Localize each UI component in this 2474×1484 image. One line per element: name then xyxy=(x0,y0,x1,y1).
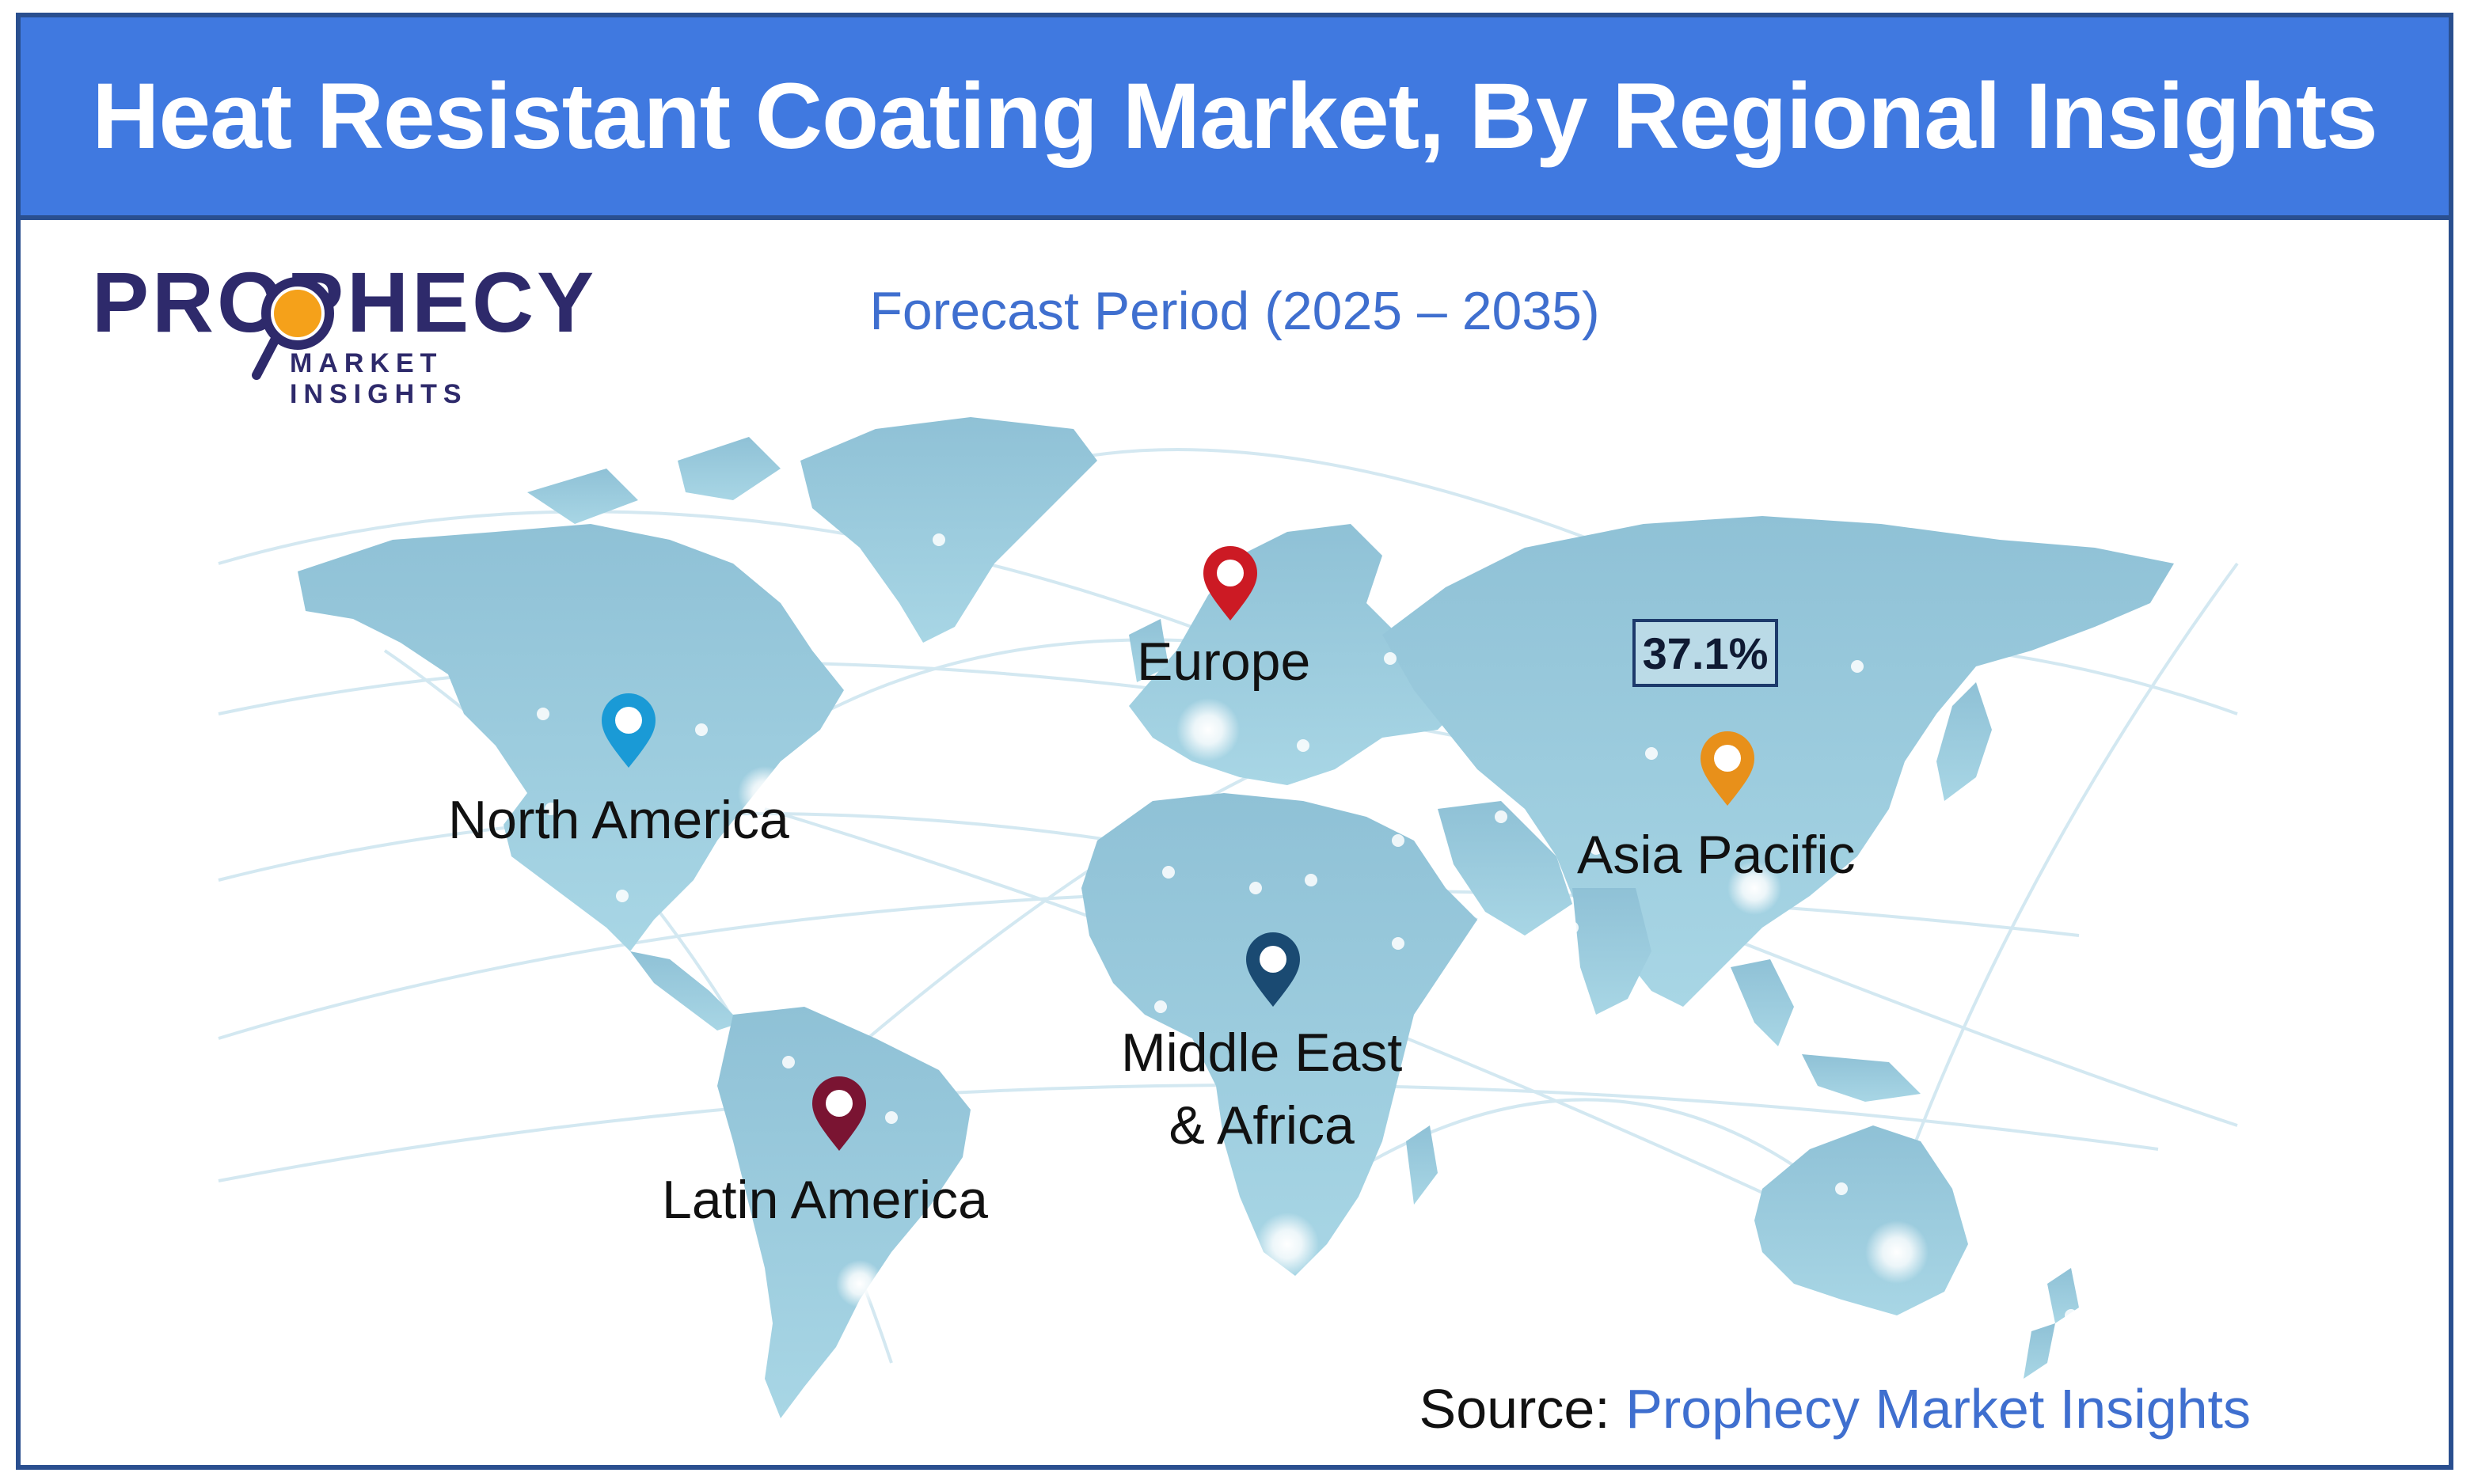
city-dots xyxy=(378,533,2077,1322)
source-credit: Source: Prophecy Market Insights xyxy=(1419,1377,2252,1440)
city-glows xyxy=(738,698,1929,1308)
header-bar: Heat Resistant Coating Market, By Region… xyxy=(21,17,2449,220)
world-map xyxy=(218,417,2239,1418)
logo-wordmark: PROPHECY xyxy=(92,254,598,350)
region-label-middle-east-africa: Middle East & Africa xyxy=(1121,1023,1403,1156)
region-label-latin-america: Latin America xyxy=(662,1170,988,1230)
brand-logo: PROPHECY MARKET INSIGHTS xyxy=(92,254,630,410)
region-label-north-america: North America xyxy=(448,790,789,850)
source-name: Prophecy Market Insights xyxy=(1625,1378,2251,1440)
forecast-period: Forecast Period (2025 – 2035) xyxy=(869,281,1600,341)
pin-europe-icon xyxy=(1203,546,1257,621)
logo-tagline: MARKET INSIGHTS xyxy=(290,348,468,409)
region-label-europe: Europe xyxy=(1137,632,1311,692)
region-label-asia-pacific: Asia Pacific xyxy=(1577,825,1856,885)
source-label: Source: xyxy=(1419,1378,1610,1440)
share-value: 37.1% xyxy=(1642,628,1769,678)
pin-north-america-icon xyxy=(602,693,656,768)
magnifier-icon xyxy=(252,277,334,380)
pin-middle-east-africa-icon xyxy=(1246,932,1300,1007)
pin-latin-america-icon xyxy=(812,1076,866,1151)
continents xyxy=(298,417,2174,1418)
infographic-frame: Heat Resistant Coating Market, By Region… xyxy=(16,13,2453,1470)
pin-asia-pacific-icon xyxy=(1701,731,1754,806)
page-title: Heat Resistant Coating Market, By Region… xyxy=(92,64,2377,169)
asia-pacific-share-badge: 37.1% xyxy=(1632,619,1778,687)
